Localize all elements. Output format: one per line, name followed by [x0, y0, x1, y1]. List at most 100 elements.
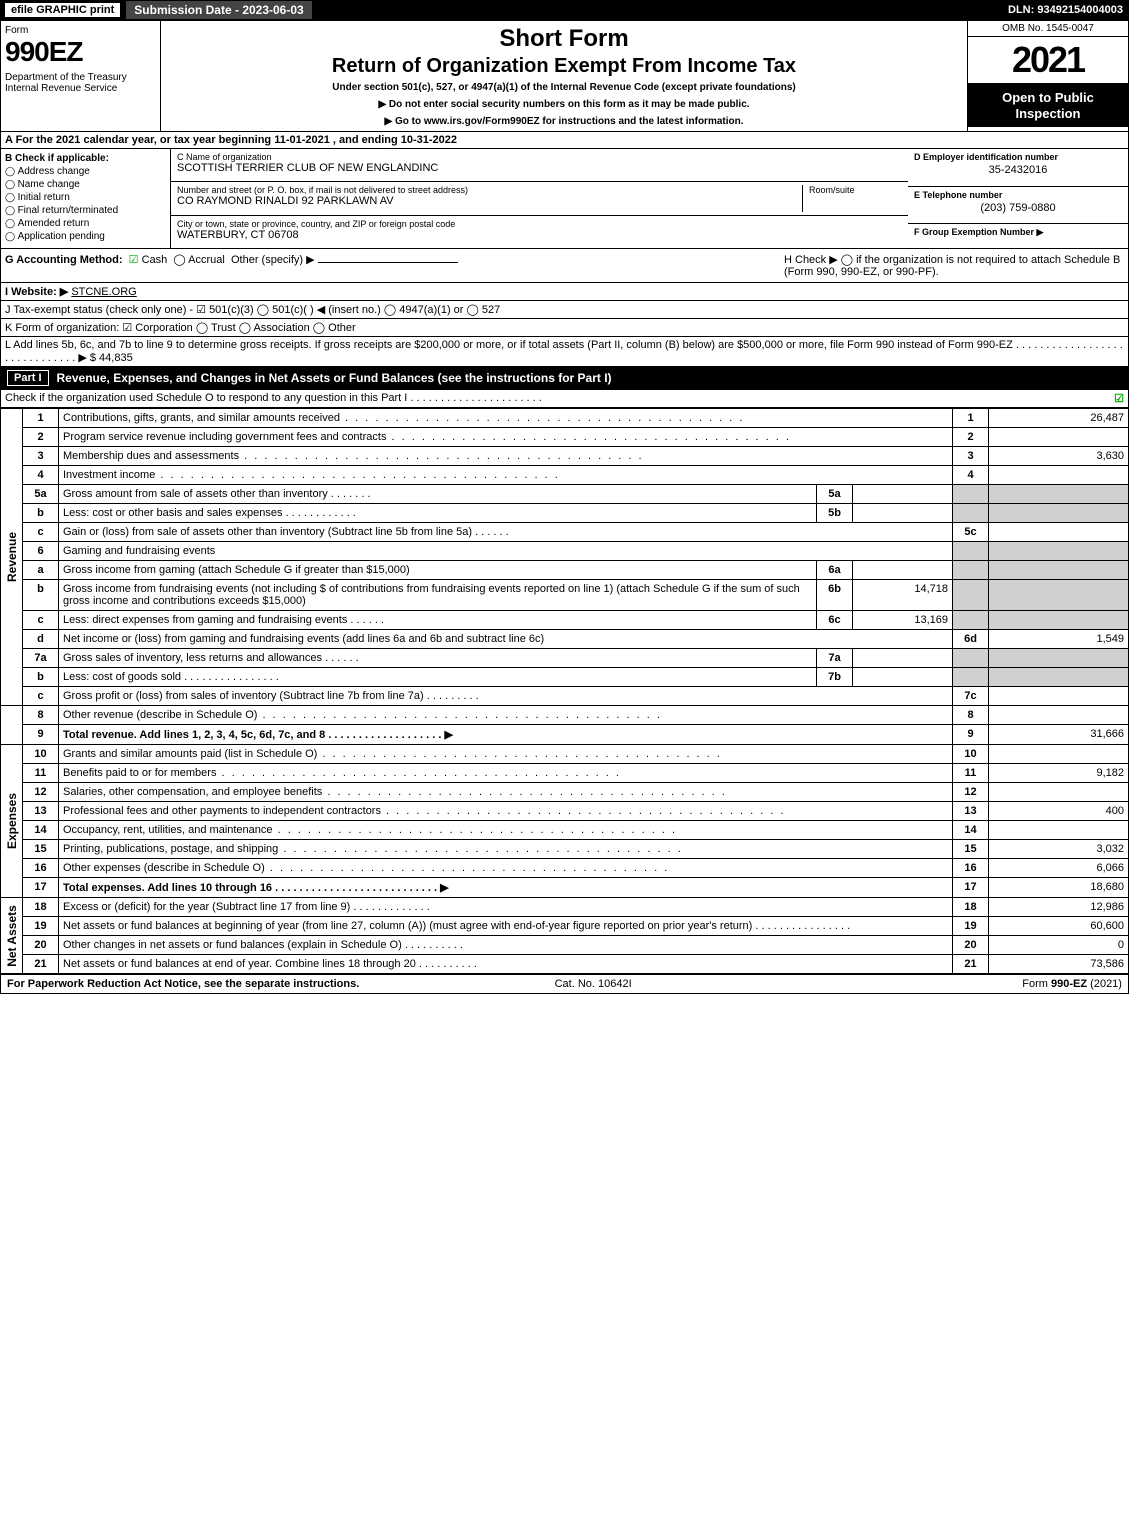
r4-ln: 4 — [953, 466, 989, 485]
r7b-ln — [953, 668, 989, 687]
section-gh: G Accounting Method: Cash Accrual Other … — [0, 249, 1129, 283]
r6d-ln: 6d — [953, 630, 989, 649]
r5c-n: c — [23, 523, 59, 542]
r6c-d: Less: direct expenses from gaming and fu… — [59, 611, 817, 630]
r9-n: 9 — [23, 725, 59, 745]
r6a-d: Gross income from gaming (attach Schedul… — [59, 561, 817, 580]
r7c-ln: 7c — [953, 687, 989, 706]
cb-accrual[interactable]: Accrual — [173, 254, 224, 266]
r12-n: 12 — [23, 783, 59, 802]
r19-d: Net assets or fund balances at beginning… — [59, 917, 953, 936]
section-h: H Check ▶ ◯ if the organization is not r… — [784, 253, 1124, 278]
r4-n: 4 — [23, 466, 59, 485]
r5b-sv — [853, 504, 953, 523]
part1-sub-text: Check if the organization used Schedule … — [5, 392, 1114, 405]
addr-cell: Number and street (or P. O. box, if mail… — [171, 182, 908, 215]
r6b-sc: 6b — [817, 580, 853, 611]
r20-ln: 20 — [953, 936, 989, 955]
cb-cash[interactable]: Cash — [129, 254, 168, 266]
r11-ln: 11 — [953, 764, 989, 783]
bcdef-block: B Check if applicable: Address change Na… — [0, 149, 1129, 249]
cb-amended-return[interactable]: Amended return — [5, 218, 166, 229]
part1-table: Revenue 1 Contributions, gifts, grants, … — [0, 408, 1129, 974]
addr-value: CO RAYMOND RINALDI 92 PARKLAWN AV — [177, 195, 802, 207]
r5a-v — [989, 485, 1129, 504]
r19-v: 60,600 — [989, 917, 1129, 936]
section-b: B Check if applicable: Address change Na… — [1, 149, 171, 248]
part1-title: Revenue, Expenses, and Changes in Net As… — [57, 371, 612, 385]
r21-d: Net assets or fund balances at end of ye… — [59, 955, 953, 974]
city-label: City or town, state or province, country… — [177, 219, 902, 229]
section-e: E Telephone number (203) 759-0880 — [908, 187, 1128, 225]
r11-v: 9,182 — [989, 764, 1129, 783]
efile-print-button[interactable]: efile GRAPHIC print — [4, 2, 121, 18]
open-inspection: Open to Public Inspection — [968, 84, 1128, 127]
r16-d: Other expenses (describe in Schedule O) — [59, 859, 953, 878]
r7c-d: Gross profit or (loss) from sales of inv… — [59, 687, 953, 706]
r3-n: 3 — [23, 447, 59, 466]
r1-d: Contributions, gifts, grants, and simila… — [59, 409, 953, 428]
r8-d: Other revenue (describe in Schedule O) — [59, 706, 953, 725]
section-f: F Group Exemption Number ▶ — [908, 224, 1128, 248]
r6c-sv: 13,169 — [853, 611, 953, 630]
line-a: A For the 2021 calendar year, or tax yea… — [0, 132, 1129, 149]
r1-ln: 1 — [953, 409, 989, 428]
r9-d: Total revenue. Add lines 1, 2, 3, 4, 5c,… — [59, 725, 953, 745]
section-def: D Employer identification number 35-2432… — [908, 149, 1128, 248]
part1-sub-check: ☑ — [1114, 392, 1124, 405]
r6a-v — [989, 561, 1129, 580]
r6a-sv — [853, 561, 953, 580]
r14-d: Occupancy, rent, utilities, and maintena… — [59, 821, 953, 840]
r7a-sv — [853, 649, 953, 668]
r6d-d: Net income or (loss) from gaming and fun… — [59, 630, 953, 649]
expenses-vlabel: Expenses — [1, 745, 23, 898]
r8-v — [989, 706, 1129, 725]
org-name-cell: C Name of organization SCOTTISH TERRIER … — [171, 149, 908, 182]
page-footer: For Paperwork Reduction Act Notice, see … — [0, 974, 1129, 994]
section-b-label: B Check if applicable: — [5, 153, 166, 164]
city-value: WATERBURY, CT 06708 — [177, 229, 902, 241]
part1-sub: Check if the organization used Schedule … — [0, 390, 1129, 408]
r10-ln: 10 — [953, 745, 989, 764]
r1-v: 26,487 — [989, 409, 1129, 428]
r5a-sv — [853, 485, 953, 504]
r2-v — [989, 428, 1129, 447]
header-right: OMB No. 1545-0047 2021 Open to Public In… — [968, 21, 1128, 131]
top-bar: efile GRAPHIC print Submission Date - 20… — [0, 0, 1129, 20]
cb-address-change[interactable]: Address change — [5, 166, 166, 177]
r5b-d: Less: cost or other basis and sales expe… — [59, 504, 817, 523]
cb-initial-return[interactable]: Initial return — [5, 192, 166, 203]
r6b-ln — [953, 580, 989, 611]
r15-n: 15 — [23, 840, 59, 859]
footer-left: For Paperwork Reduction Act Notice, see … — [7, 978, 359, 990]
r7c-n: c — [23, 687, 59, 706]
r7a-v — [989, 649, 1129, 668]
section-i: I Website: ▶ STCNE.ORG — [0, 283, 1129, 301]
r7b-d: Less: cost of goods sold . . . . . . . .… — [59, 668, 817, 687]
other-specify-input[interactable] — [318, 262, 458, 263]
goto-link[interactable]: ▶ Go to www.irs.gov/Form990EZ for instru… — [165, 116, 963, 127]
cb-final-return[interactable]: Final return/terminated — [5, 205, 166, 216]
netassets-vlabel: Net Assets — [1, 898, 23, 974]
r8-ln: 8 — [953, 706, 989, 725]
r11-n: 11 — [23, 764, 59, 783]
group-exemption-label: F Group Exemption Number ▶ — [914, 227, 1122, 238]
website-value[interactable]: STCNE.ORG — [71, 286, 136, 298]
r16-v: 6,066 — [989, 859, 1129, 878]
ssn-note: ▶ Do not enter social security numbers o… — [165, 99, 963, 110]
r6a-ln — [953, 561, 989, 580]
r20-d: Other changes in net assets or fund bala… — [59, 936, 953, 955]
city-cell: City or town, state or province, country… — [171, 216, 908, 248]
r13-v: 400 — [989, 802, 1129, 821]
phone-label: E Telephone number — [914, 190, 1122, 200]
cb-name-change[interactable]: Name change — [5, 179, 166, 190]
r6c-sc: 6c — [817, 611, 853, 630]
revenue-vlabel: Revenue — [1, 409, 23, 706]
r2-n: 2 — [23, 428, 59, 447]
other-specify: Other (specify) ▶ — [231, 254, 315, 266]
r1-n: 1 — [23, 409, 59, 428]
r3-ln: 3 — [953, 447, 989, 466]
addr-label: Number and street (or P. O. box, if mail… — [177, 185, 802, 195]
cb-application-pending[interactable]: Application pending — [5, 231, 166, 242]
section-j: J Tax-exempt status (check only one) - ☑… — [0, 301, 1129, 319]
